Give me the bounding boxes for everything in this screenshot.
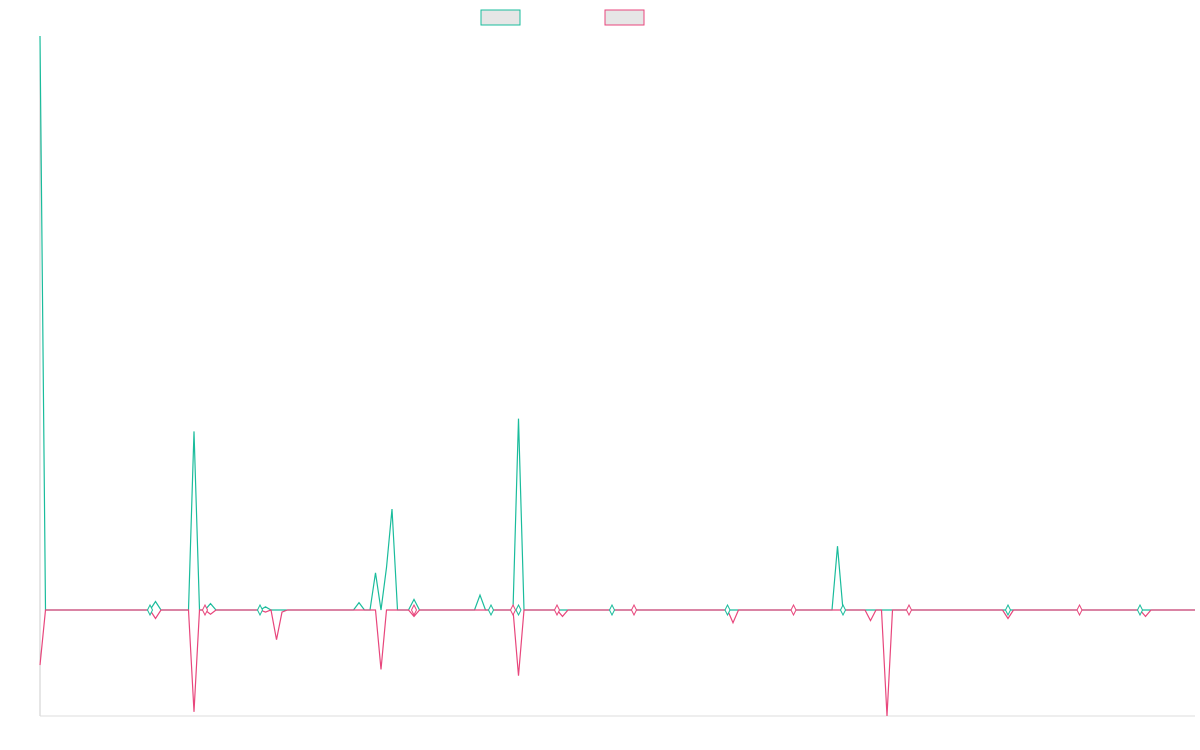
data-point-marker[interactable] <box>630 603 638 617</box>
series-line-1[interactable] <box>39 35 1195 611</box>
data-point-marker[interactable] <box>724 603 731 617</box>
series-line-2[interactable] <box>39 609 1195 717</box>
data-point-marker[interactable] <box>201 603 209 617</box>
data-point-marker[interactable] <box>905 603 913 617</box>
legend-swatch-series-2[interactable] <box>604 9 645 26</box>
data-point-marker[interactable] <box>790 603 797 617</box>
legend <box>480 9 645 26</box>
data-point-marker[interactable] <box>553 603 561 617</box>
series-layer <box>39 35 1195 717</box>
data-point-marker[interactable] <box>256 603 264 617</box>
data-point-marker[interactable] <box>1136 603 1144 617</box>
data-point-marker[interactable] <box>1076 603 1083 617</box>
data-point-marker[interactable] <box>1004 603 1012 617</box>
data-point-marker[interactable] <box>509 603 517 617</box>
data-point-marker[interactable] <box>410 603 418 617</box>
legend-swatch-series-1[interactable] <box>480 9 521 26</box>
data-point-marker[interactable] <box>839 603 847 617</box>
axes <box>39 36 1195 717</box>
data-point-marker[interactable] <box>515 603 522 617</box>
data-point-marker[interactable] <box>608 603 616 617</box>
data-point-marker[interactable] <box>146 603 154 617</box>
marker-layer <box>146 603 1144 617</box>
data-point-marker[interactable] <box>487 603 495 617</box>
